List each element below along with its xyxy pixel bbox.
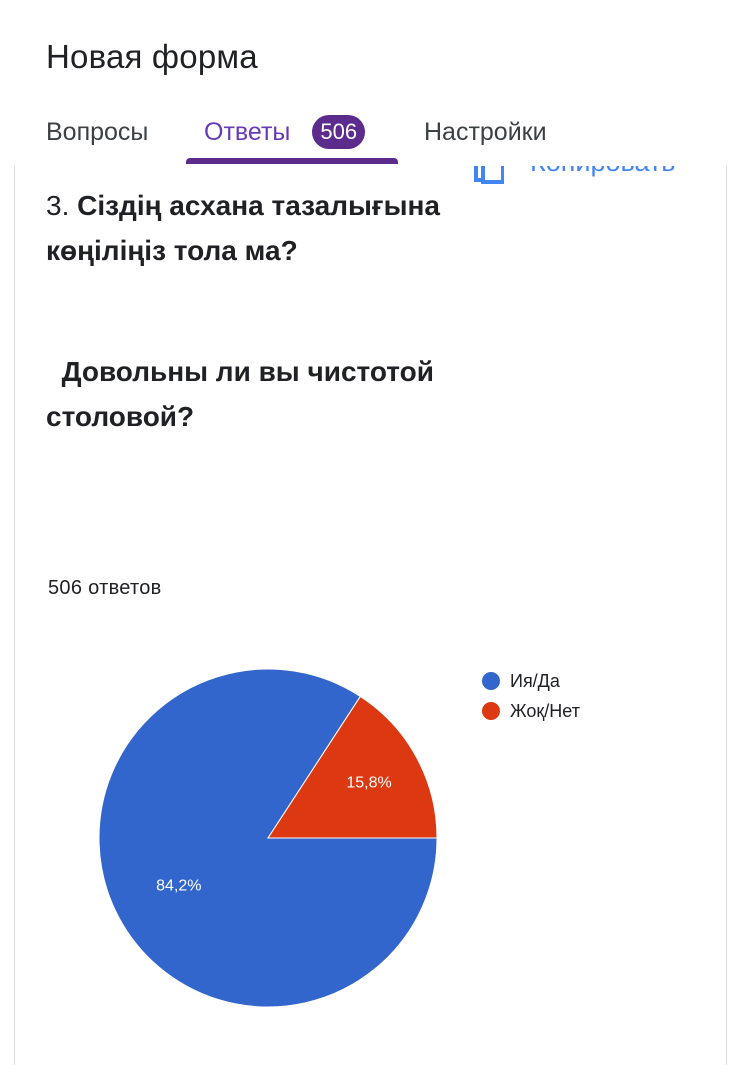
copy-icon [474, 166, 505, 184]
question-text-kk: Сіздің асхана тазалығына көңіліңіз тола … [46, 190, 440, 266]
top-app-bar: Новая форма Вопросы Ответы 506 Настройки [0, 0, 738, 165]
legend-item-yes: Ия/Да [482, 666, 580, 696]
tab-settings[interactable]: Настройки [424, 100, 547, 164]
form-title: Новая форма [46, 38, 258, 75]
copy-chart-button[interactable]: Копировать [470, 166, 700, 188]
responses-count-badge: 506 [312, 115, 366, 149]
tab-responses-label: Ответы [204, 117, 291, 146]
question-title-kk: 3. Сіздің асхана тазалығына көңіліңіз то… [46, 183, 446, 273]
question-number: 3. [46, 190, 70, 221]
legend-label-no: Жоқ/Нет [510, 700, 580, 721]
chart-legend: Ия/Да Жоқ/Нет [482, 666, 580, 726]
tab-bar: Вопросы Ответы 506 Настройки [0, 100, 738, 164]
copy-label: Копировать [530, 166, 675, 178]
tab-questions-label: Вопросы [46, 117, 149, 146]
question-text-ru: Довольны ли вы чистотой столовой? [46, 356, 442, 432]
legend-dot-yes [482, 672, 500, 690]
tab-questions[interactable]: Вопросы [46, 100, 148, 164]
legend-item-no: Жоқ/Нет [482, 696, 580, 726]
active-tab-indicator [186, 158, 398, 164]
legend-dot-no [482, 702, 500, 720]
responses-count: 506 ответов [48, 577, 162, 599]
question-card [14, 164, 727, 1065]
legend-label-yes: Ия/Да [510, 670, 560, 691]
tab-responses[interactable]: Ответы 506 [186, 100, 398, 164]
tab-settings-label: Настройки [424, 117, 547, 146]
